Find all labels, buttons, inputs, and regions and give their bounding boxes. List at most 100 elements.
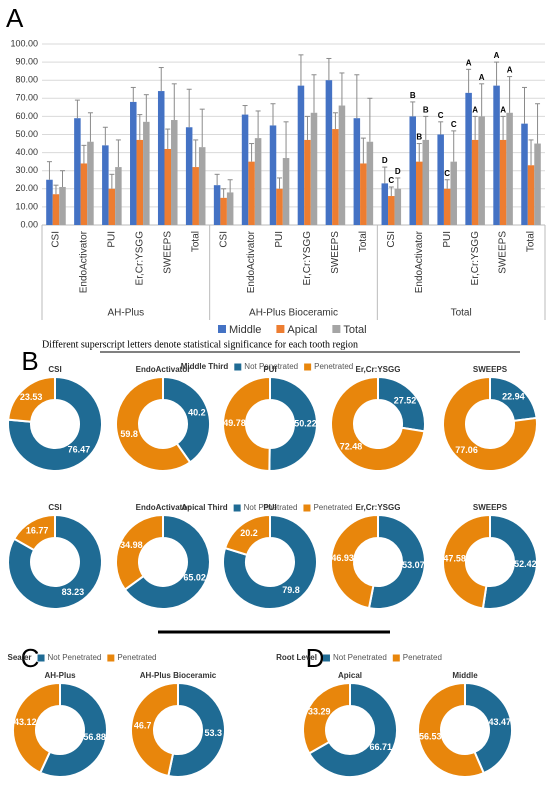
data-label: 40.2 — [188, 408, 206, 418]
bar — [521, 123, 528, 225]
significance-letter: B — [410, 91, 416, 100]
significance-letter: A — [479, 73, 485, 82]
donut-title: PUI — [263, 365, 276, 374]
x-tick-label: SWEEPS — [162, 231, 173, 274]
bar — [409, 116, 416, 225]
data-label: 46.93 — [331, 553, 354, 563]
data-label: 59.8 — [120, 429, 138, 439]
data-label: 66.71 — [369, 742, 392, 752]
bar — [198, 147, 206, 225]
bar — [360, 163, 367, 225]
donut-slice — [123, 513, 211, 610]
x-tick-label: EndoActivator — [414, 230, 425, 293]
y-tick-label: 0.00 — [20, 219, 38, 229]
bar — [493, 85, 500, 225]
bar — [506, 112, 513, 225]
group-label: AH-Plus — [107, 308, 144, 319]
group-label: Total — [451, 308, 472, 319]
data-label: 56.53 — [419, 732, 442, 742]
legend-label: Not Penetrated — [333, 653, 387, 662]
bar — [143, 121, 150, 225]
group-label: AH-Plus Bioceramic — [249, 308, 338, 319]
x-tick-label: PUI — [442, 231, 453, 248]
data-label: 65.02 — [183, 573, 206, 583]
legend-swatch — [392, 654, 400, 662]
bar — [394, 188, 402, 225]
data-label: 72.48 — [340, 441, 363, 451]
bar — [46, 179, 53, 225]
x-tick-label: EndoActivator — [246, 230, 257, 293]
bar — [325, 80, 333, 225]
bar — [478, 116, 485, 225]
donut-slice — [115, 513, 164, 591]
donut-title: CSI — [48, 503, 61, 512]
data-label: 22.94 — [502, 392, 525, 402]
legend-label: Penetrated — [117, 653, 156, 662]
donut-slice — [442, 375, 538, 472]
bar — [282, 158, 290, 225]
y-tick-label: 10.00 — [15, 201, 38, 211]
legend-swatch — [304, 363, 312, 371]
donut-slice — [268, 375, 318, 472]
panel-label: C — [21, 643, 40, 673]
donut-title: AH-Plus Bioceramic — [140, 671, 217, 680]
donut-title: Er,Cr:YSGG — [356, 365, 401, 374]
y-tick-label: 20.00 — [15, 183, 38, 193]
donut-title: EndoActivator — [136, 503, 191, 512]
data-label: 83.23 — [62, 587, 85, 597]
x-tick-label: Total — [358, 231, 369, 252]
significance-letter: B — [416, 133, 422, 142]
donut-slice — [167, 681, 226, 778]
x-tick-label: EndoActivator — [79, 230, 90, 293]
donut-slice — [330, 375, 426, 472]
legend-label: Total — [343, 324, 366, 336]
bar — [130, 101, 137, 225]
data-label: 16.77 — [26, 526, 49, 536]
y-tick-label: 80.00 — [15, 75, 38, 85]
bar — [465, 92, 472, 226]
x-tick-label: SWEEPS — [498, 231, 509, 274]
legend-label: Apical — [287, 324, 317, 336]
significance-letter: A — [472, 106, 478, 115]
bar — [248, 161, 255, 225]
bar — [366, 141, 374, 225]
donut-title: AH-Plus — [44, 671, 76, 680]
legend-swatch — [37, 654, 45, 662]
bar — [80, 163, 88, 225]
bar — [450, 161, 457, 225]
data-label: 34.98 — [120, 540, 143, 550]
data-label: 79.8 — [282, 585, 300, 595]
bar — [443, 188, 451, 225]
x-tick-label: Er,Cr:YSGG — [302, 231, 313, 286]
legend-label: Penetrated — [314, 362, 353, 371]
x-tick-label: PUI — [274, 231, 285, 248]
significance-letter: C — [438, 111, 444, 120]
bar — [310, 112, 318, 225]
bar — [254, 138, 262, 225]
bar — [276, 188, 283, 225]
donut-slice — [7, 513, 103, 610]
chart-title: Apical Third — [181, 503, 227, 512]
bar — [213, 185, 221, 225]
significance-letter: A — [500, 106, 506, 115]
x-tick-label: PUI — [107, 231, 118, 248]
bar — [220, 197, 227, 225]
data-label: 52.42 — [514, 559, 537, 569]
data-label: 33.29 — [308, 707, 331, 717]
data-label: 47.58 — [443, 554, 466, 564]
data-label: 20.2 — [240, 528, 258, 538]
donut-title: Middle — [452, 671, 478, 680]
bar — [527, 165, 535, 225]
significance-letter: B — [423, 106, 429, 115]
x-tick-label: CSI — [218, 231, 229, 248]
donut-slice — [330, 513, 379, 610]
bar — [192, 167, 199, 225]
donut-title: Apical — [338, 671, 362, 680]
bar — [499, 139, 507, 225]
data-label: 77.06 — [455, 445, 478, 455]
y-tick-label: 60.00 — [15, 111, 38, 121]
legend-label: Penetrated — [313, 503, 352, 512]
donut-title: SWEEPS — [473, 503, 508, 512]
bar — [415, 161, 423, 225]
